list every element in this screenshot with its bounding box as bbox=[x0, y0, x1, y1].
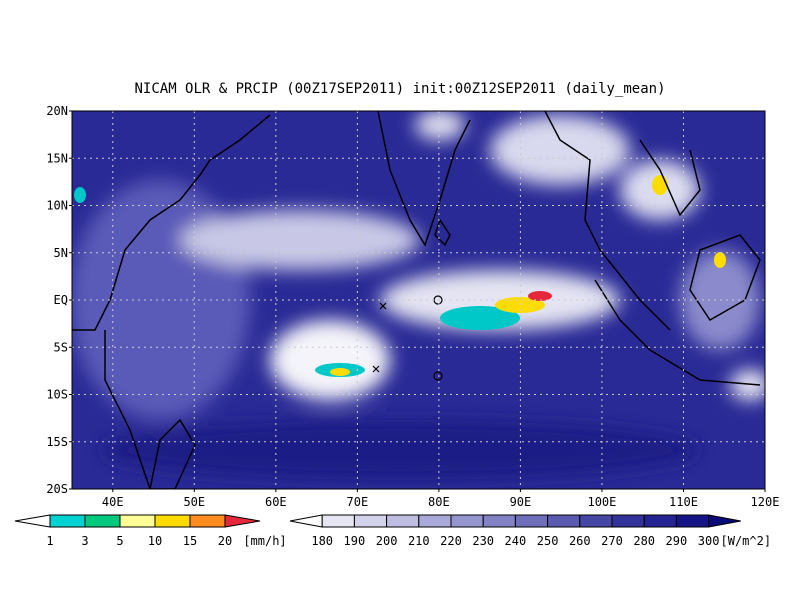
olr-field bbox=[72, 111, 765, 480]
lat-label: 20S bbox=[46, 482, 68, 496]
graticule bbox=[72, 111, 765, 489]
colorbar-label: 270 bbox=[601, 534, 623, 548]
colorbar-arrow bbox=[708, 514, 741, 528]
colorbar-box bbox=[418, 514, 452, 528]
colorbar-label: 1 bbox=[46, 534, 53, 548]
colorbar-label: 230 bbox=[472, 534, 494, 548]
colorbar-box bbox=[611, 514, 645, 528]
lon-label: 100E bbox=[587, 495, 616, 509]
lat-label: 15N bbox=[46, 151, 68, 165]
colorbar-label: 5 bbox=[116, 534, 123, 548]
colorbar-label: 200 bbox=[376, 534, 398, 548]
lon-label: 70E bbox=[347, 495, 369, 509]
colorbar-label: 290 bbox=[666, 534, 688, 548]
colorbar-box bbox=[84, 514, 121, 528]
colorbar-label: 260 bbox=[569, 534, 591, 548]
colorbar-box bbox=[353, 514, 388, 528]
colorbar-box bbox=[643, 514, 677, 528]
colorbar-unit: [mm/h] bbox=[243, 534, 286, 548]
markers bbox=[372, 295, 443, 381]
colorbar-box bbox=[514, 514, 549, 528]
colorbar-label: 300 bbox=[698, 534, 720, 548]
colorbar-label: 240 bbox=[505, 534, 527, 548]
colorbar-label: 280 bbox=[633, 534, 655, 548]
colorbar-arrow bbox=[14, 514, 51, 528]
colorbar-box bbox=[321, 514, 355, 528]
colorbar-arrow bbox=[289, 514, 323, 528]
colorbar-label: 220 bbox=[440, 534, 462, 548]
colorbar-label: 3 bbox=[81, 534, 88, 548]
colorbar-unit: [W/m^2] bbox=[721, 534, 772, 548]
map-field bbox=[72, 111, 765, 489]
lon-label: 80E bbox=[428, 495, 450, 509]
colorbar-box bbox=[450, 514, 484, 528]
colorbar-box bbox=[675, 514, 710, 528]
colorbar-label: 10 bbox=[148, 534, 162, 548]
lon-label: 50E bbox=[183, 495, 205, 509]
colorbar-label: 15 bbox=[183, 534, 197, 548]
lon-label: 120E bbox=[751, 495, 780, 509]
colorbar-label: 180 bbox=[311, 534, 333, 548]
map-title: NICAM OLR & PRCIP (00Z17SEP2011) init:00… bbox=[134, 81, 665, 97]
lat-label: 5N bbox=[54, 246, 68, 260]
lon-label: 40E bbox=[102, 495, 124, 509]
colorbar-box bbox=[579, 514, 613, 528]
colorbar-box bbox=[119, 514, 156, 528]
colorbar-label: 250 bbox=[537, 534, 559, 548]
colorbar-label: 20 bbox=[218, 534, 232, 548]
lat-label: 20N bbox=[46, 104, 68, 118]
colorbar-arrow bbox=[224, 514, 261, 528]
lat-label: 10S bbox=[46, 388, 68, 402]
lat-label: 10N bbox=[46, 199, 68, 213]
lon-label: 60E bbox=[265, 495, 287, 509]
colorbar-box bbox=[482, 514, 516, 528]
lat-label: EQ bbox=[54, 293, 68, 307]
coastlines bbox=[72, 111, 761, 489]
lat-label: 5S bbox=[54, 340, 68, 354]
colorbar-box bbox=[386, 514, 420, 528]
colorbar-box bbox=[547, 514, 581, 528]
colorbar-label: 190 bbox=[344, 534, 366, 548]
colorbar-label: 210 bbox=[408, 534, 430, 548]
colorbar-box bbox=[154, 514, 191, 528]
lon-label: 110E bbox=[669, 495, 698, 509]
lat-label: 15S bbox=[46, 435, 68, 449]
colorbar-box bbox=[189, 514, 226, 528]
colorbar-box bbox=[49, 514, 86, 528]
lon-label: 90E bbox=[510, 495, 532, 509]
